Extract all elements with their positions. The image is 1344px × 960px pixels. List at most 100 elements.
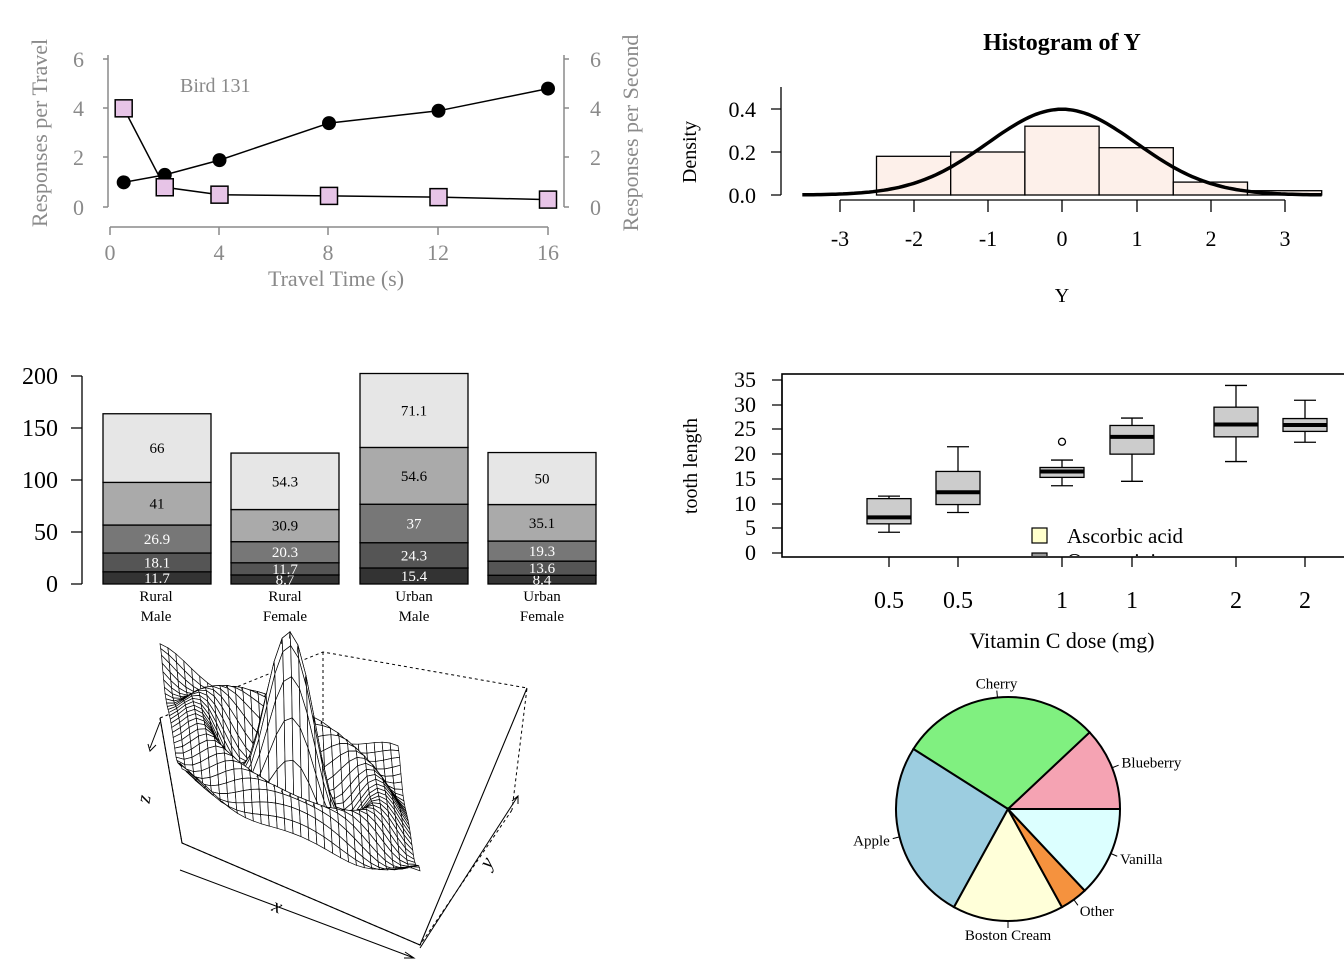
box-ytick: 20 [734,441,756,466]
pie-label: Boston Cream [965,928,1052,944]
stacked-ytick: 100 [22,468,58,494]
pie-leader [996,690,998,698]
stacked-segment [230,508,340,543]
surface-facet [393,781,403,790]
hist-bar [1024,125,1100,196]
box-ytick: 35 [734,367,756,392]
panel-pie: Blueberry Cherry Apple Boston Cream Other Van… [853,677,1182,944]
travel-y-axis-right [563,55,569,208]
box-plot-frame [781,373,1344,558]
stacked-ytick: 0 [46,572,58,598]
stacked-bar-segments: 11.718.126.941668.711.720.330.954.315.42… [102,372,597,589]
stacked-segment-label: 13.6 [529,561,556,577]
pie-slice [1005,730,1122,810]
travel-series-line [123,87,549,184]
hist-xtick: 0 [1057,226,1068,251]
surface-facet [274,791,285,806]
surface-facet [226,779,236,794]
travel-ytick-left: 2 [73,145,84,170]
surface-x-arrow [179,869,416,959]
panel-surface: z x y [132,630,528,959]
hist-xtick: 3 [1280,226,1291,251]
hist-x-axis [839,199,1286,212]
hist-bar [950,151,1026,196]
stacked-segment [359,372,469,449]
travel-xtick: 16 [537,240,559,265]
travel-point-square [114,99,133,118]
box-outlier [1057,437,1067,446]
stacked-segment-label: 11.7 [144,571,170,587]
box-xtick: 2 [1230,588,1242,614]
stacked-segment-label: 11.7 [272,562,298,578]
surface-facet [282,645,292,683]
hist-bars [875,125,1323,196]
hist-xtick: 1 [1132,226,1143,251]
pie-slice [895,747,1010,909]
travel-point-square [429,187,448,207]
stacked-category-line2: Female [520,609,564,625]
box-body [1213,406,1259,438]
surface-facet [260,814,270,827]
stacked-segment-label: 50 [535,472,550,488]
travel-x-label: Travel Time (s) [268,266,404,291]
box-y-label: tooth length [680,418,702,514]
surface-facet [242,788,253,804]
surface-mesh [159,630,421,872]
stacked-segment-label: 37 [407,516,423,532]
stacked-segment [102,413,212,484]
box-plot-boxes [866,384,1328,533]
surface-box-front [159,687,528,946]
surface-facet [196,722,207,730]
travel-y-label: Responses per Travel [27,39,52,227]
surface-facet [375,759,385,770]
pie-label: Apple [853,833,890,849]
surface-facet [250,777,260,790]
box-x-label: Vitamin C dose (mg) [969,628,1154,653]
surface-facet [284,759,295,796]
travel-point-circle [212,153,227,168]
surface-facet [244,811,254,822]
legend-label-orange-juice: Orange juice [1067,549,1175,573]
stacked-segment [359,542,469,569]
surface-facet [252,813,262,825]
stacked-ytick: 50 [34,520,58,546]
travel-xtick: 8 [323,240,334,265]
travel-annotation: Bird 131 [180,75,251,97]
surface-facet [267,801,277,818]
stacked-segment [102,524,212,554]
surface-facet [373,741,384,753]
stacked-segment-label: 54.3 [272,474,298,490]
travel-ytick-right: 2 [590,145,601,170]
travel-point-circle [116,175,131,190]
hist-xtick: -1 [979,226,997,251]
stacked-y-axis [71,375,83,585]
travel-point-circle [541,81,555,96]
surface-facet [234,790,245,804]
box-xtick: 0.5 [874,588,904,614]
stacked-segment-label: 66 [150,441,166,457]
stacked-segment-label: 35.1 [529,516,555,532]
surface-facet [234,777,244,793]
hist-xtick: -2 [905,226,923,251]
stacked-segment-label: 19.3 [529,544,555,560]
stacked-segment-label: 71.1 [401,403,427,419]
pie-label: Cherry [976,677,1018,693]
travel-x-axis [109,226,549,235]
box-ytick: 10 [734,491,756,516]
hist-ytick: 0.0 [729,183,757,208]
surface-facet [283,676,293,722]
pie-slice [1005,808,1122,893]
surface-z-label: z [132,793,155,806]
travel-point-circle [322,116,336,131]
pie-label: Vanilla [1120,852,1163,868]
stacked-ytick: 200 [22,364,58,390]
surface-facet [259,801,269,816]
surface-facet [276,816,286,832]
box-xtick: 1 [1126,588,1138,614]
surface-facet [284,817,294,835]
travel-xtick: 0 [105,240,116,265]
surface-x-label: x [268,894,286,918]
surface-facet [266,789,277,804]
pie-leader [1111,764,1119,769]
panel-travel-time: 0 2 4 6 0 2 4 6 0 4 8 12 16 Travel Time … [27,35,643,291]
